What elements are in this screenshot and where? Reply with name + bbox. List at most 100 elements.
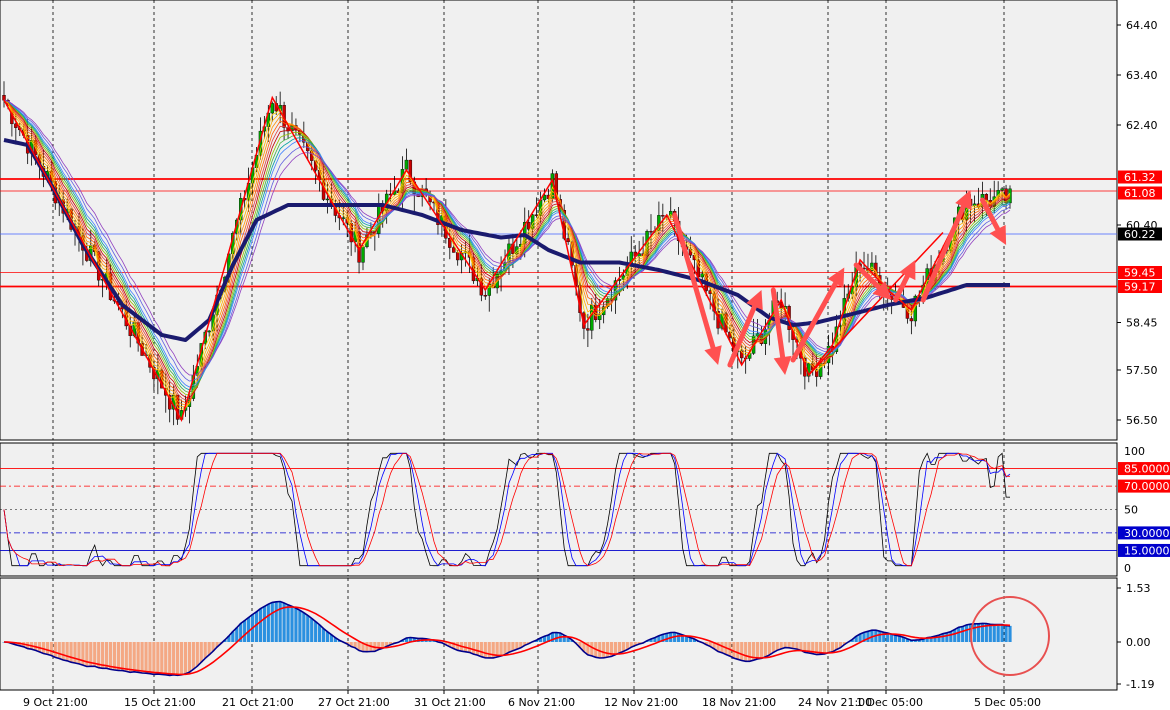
macd-bar-73 xyxy=(290,606,294,642)
macd-bar-135 xyxy=(534,640,539,642)
macd-bar-98 xyxy=(389,642,393,645)
stoch-d-line xyxy=(3,452,1011,567)
macd-bar-40 xyxy=(160,642,164,675)
macd-bar-158 xyxy=(625,642,629,650)
macd-bar-238 xyxy=(941,633,945,642)
stoch-axis-label-0: 100 xyxy=(1124,445,1145,458)
trend-arrows xyxy=(672,190,1007,375)
macd-axis-label-1: 0.00 xyxy=(1126,636,1151,649)
price-label-box-8 xyxy=(1118,280,1162,293)
price-label-9: 58.45 xyxy=(1126,317,1158,330)
macd-bar-81 xyxy=(321,628,326,642)
macd-bar-69 xyxy=(274,601,278,642)
candle-body xyxy=(542,194,547,201)
candle-body xyxy=(534,214,539,216)
price-label-7: 59.45 xyxy=(1124,267,1156,280)
price-label-11: 56.50 xyxy=(1126,414,1158,427)
macd-bar-56 xyxy=(223,639,227,642)
macd-bar-88 xyxy=(349,642,353,647)
time-label-4: 31 Oct 21:00 xyxy=(414,696,486,709)
ribbon-line-0 xyxy=(3,99,1011,410)
macd-bar-127 xyxy=(503,642,507,655)
arrow-7 xyxy=(979,197,1007,245)
arrow-shaft xyxy=(770,287,786,360)
macd-bar-179 xyxy=(708,642,712,647)
macd-bar-80 xyxy=(318,624,322,642)
time-label-2: 21 Oct 21:00 xyxy=(222,696,294,709)
macd-bar-159 xyxy=(629,642,633,648)
macd-bar-136 xyxy=(538,638,543,642)
arrow-head xyxy=(955,190,972,211)
macd-axis-label-0: 1.53 xyxy=(1126,582,1151,595)
macd-bar-148 xyxy=(586,642,590,655)
macd-bar-239 xyxy=(945,632,949,642)
macd-bar-131 xyxy=(519,642,523,648)
macd-bar-218 xyxy=(862,632,866,642)
macd-bar-224 xyxy=(886,632,890,642)
candle-body xyxy=(455,252,460,261)
time-label-3: 27 Oct 21:00 xyxy=(318,696,390,709)
macd-bar-228 xyxy=(901,637,906,642)
macd-bar-254 xyxy=(1004,625,1008,642)
macd-bar-126 xyxy=(499,642,503,656)
macd-bar-27 xyxy=(108,642,113,670)
macd-bar-137 xyxy=(542,636,547,642)
macd-bar-210 xyxy=(830,642,835,652)
macd-bar-64 xyxy=(254,611,259,642)
macd-bar-71 xyxy=(282,602,286,642)
macd-bar-209 xyxy=(826,642,831,653)
macd-bar-188 xyxy=(744,642,748,662)
candle-body xyxy=(341,217,345,219)
arrow-head xyxy=(872,281,892,300)
macd-bar-102 xyxy=(404,637,408,642)
macd-bar-108 xyxy=(428,639,432,642)
macd-bar-250 xyxy=(988,624,992,642)
macd-bar-236 xyxy=(933,636,937,642)
macd-bar-16 xyxy=(65,642,69,661)
stoch-axis-label-1: 50 xyxy=(1124,504,1138,517)
macd-bar-235 xyxy=(929,637,933,642)
macd-bar-160 xyxy=(633,642,637,646)
candle-body xyxy=(740,350,744,359)
candle-body xyxy=(448,238,452,248)
macd-bar-142 xyxy=(562,635,566,642)
stochastic-axis: 85.0000 70.0000 30.0000 15.0000 100 50 0 xyxy=(1118,445,1170,575)
macd-bar-13 xyxy=(53,642,57,658)
macd-bar-24 xyxy=(97,642,101,668)
macd-bar-113 xyxy=(448,642,452,647)
candle-body xyxy=(361,246,365,263)
macd-bar-212 xyxy=(838,642,842,648)
macd-bar-11 xyxy=(45,642,49,655)
macd-bar-129 xyxy=(511,642,515,651)
macd-bar-149 xyxy=(590,642,594,656)
candle-body xyxy=(972,203,977,206)
macd-bar-95 xyxy=(377,642,381,650)
macd-bar-175 xyxy=(692,638,696,642)
macd-bar-186 xyxy=(736,642,740,660)
macd-bar-201 xyxy=(795,642,799,650)
candle-body xyxy=(669,211,673,217)
arrow-shaft xyxy=(979,197,1001,232)
macd-bar-9 xyxy=(37,642,42,652)
macd-bar-187 xyxy=(740,642,744,661)
trend-line xyxy=(808,231,944,376)
macd-bar-54 xyxy=(215,642,219,648)
macd-signal-line xyxy=(3,606,1011,676)
price-label-10: 57.50 xyxy=(1126,364,1158,377)
candle-body xyxy=(483,294,488,297)
macd-bar-193 xyxy=(763,642,768,657)
time-label-0: 9 Oct 21:00 xyxy=(23,696,88,709)
arrow-shaft xyxy=(790,280,839,363)
time-label-9: 1 Dec 05:00 xyxy=(856,696,923,709)
candle-143 xyxy=(566,226,570,245)
macd-bar-196 xyxy=(775,642,779,651)
macd-bar-122 xyxy=(483,642,487,658)
macd-bar-97 xyxy=(385,642,389,647)
macd-bar-242 xyxy=(957,627,961,642)
macd-bar-202 xyxy=(799,642,803,651)
candle-body xyxy=(14,123,18,128)
macd-bar-49 xyxy=(195,642,199,667)
macd-bar-174 xyxy=(688,637,693,642)
zigzag-line xyxy=(3,95,968,422)
macd-bar-60 xyxy=(239,623,243,642)
